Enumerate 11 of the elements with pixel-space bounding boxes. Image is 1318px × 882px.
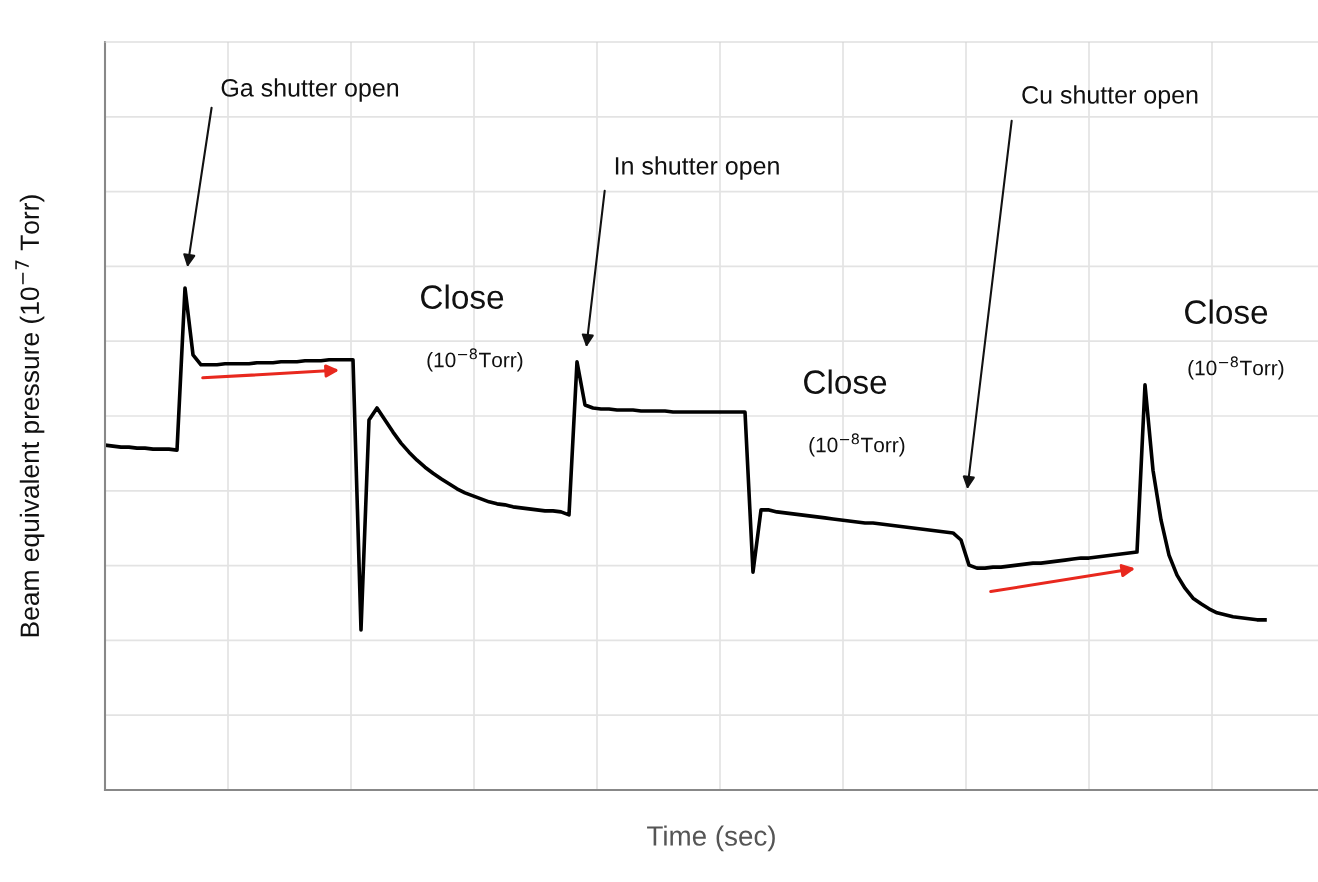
x-axis-title: Time (sec) [647, 825, 775, 852]
y-axis-title: Beam equivalent pressure (10$^{−7}$ Torr) [15, 195, 45, 637]
annotation: (10$^{−8}$Torr) [427, 348, 523, 372]
annotation: (10$^{−8}$Torr) [809, 433, 905, 457]
text: In shutter open [615, 156, 779, 180]
text: Cu shutter open [1022, 85, 1198, 109]
annotation: (10$^{−8}$Torr) [1188, 356, 1284, 380]
text: Ga shutter open [221, 78, 399, 102]
annotation: Close [421, 284, 504, 309]
annotation: Close [804, 369, 887, 394]
annotation: Close [1185, 299, 1268, 324]
